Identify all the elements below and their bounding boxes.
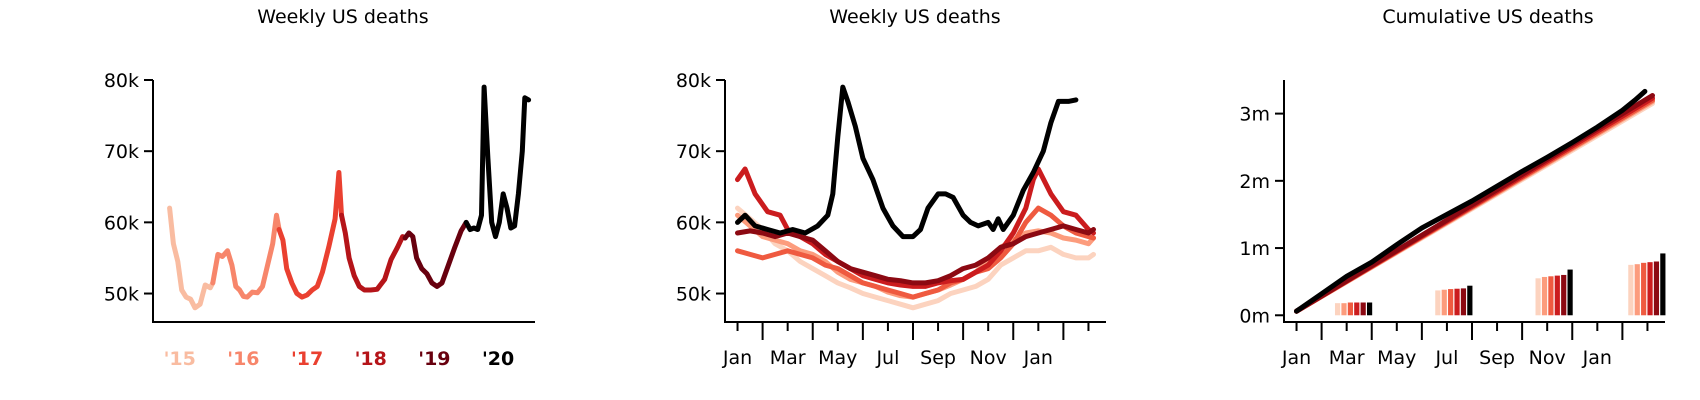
axes-frame — [724, 80, 1106, 323]
bar-16 — [1634, 264, 1640, 316]
x-tick-label: Jul — [875, 347, 899, 369]
year-label: '19 — [418, 348, 450, 370]
x-tick-label: Sep — [1479, 347, 1515, 369]
bar-18 — [1647, 262, 1653, 316]
bar-17 — [1347, 302, 1353, 316]
bar-17 — [1548, 276, 1554, 316]
y-tick-label: 60k — [676, 212, 711, 234]
x-tick-label: Sep — [920, 347, 956, 369]
y-tick-label: 70k — [676, 141, 711, 163]
x-tick-label: Nov — [1529, 347, 1566, 369]
chart-title: Cumulative US deaths — [1382, 6, 1593, 28]
y-tick-label: 1m — [1239, 238, 1270, 260]
bar-15 — [1334, 303, 1341, 316]
bar-16 — [1541, 276, 1548, 316]
series-line-15 — [167, 205, 216, 311]
x-tick-label: May — [1377, 347, 1416, 369]
bar-groups — [1334, 253, 1666, 316]
y-tick-label: 0m — [1239, 305, 1270, 327]
y-axis: 50k 60k 70k 80k — [104, 70, 153, 306]
y-tick-label: 70k — [104, 141, 139, 163]
x-axis-year-labels: '15 '16 '17 '18 '19 '20 — [164, 348, 515, 370]
bar-20 — [1660, 253, 1666, 316]
x-tick-label: Jul — [1434, 347, 1458, 369]
axes-frame — [152, 80, 535, 323]
bar-18 — [1454, 288, 1460, 316]
x-tick-label: Jan — [1023, 347, 1053, 369]
x-tick-label: Jan — [1281, 347, 1311, 369]
bar-18 — [1354, 302, 1360, 316]
series-line-19 — [402, 219, 469, 289]
bar-16 — [1441, 289, 1447, 316]
bar-20 — [1567, 269, 1573, 316]
series-line-19 — [735, 223, 1096, 286]
x-tick-label: Jan — [1582, 347, 1612, 369]
bar-20 — [1366, 302, 1373, 316]
y-tick-label: 2m — [1239, 171, 1270, 193]
year-label: '16 — [227, 348, 259, 370]
y-tick-label: 60k — [104, 212, 139, 234]
axes-frame — [1283, 80, 1665, 323]
series-line-16 — [210, 212, 282, 300]
series-group — [167, 84, 532, 311]
x-tick-label: Mar — [1329, 347, 1365, 369]
series-line-18 — [339, 212, 408, 293]
series-group — [735, 84, 1096, 311]
bar-16 — [1341, 303, 1347, 316]
x-tick-label: May — [818, 347, 857, 369]
bar-18 — [1554, 275, 1560, 316]
x-tick-label: Mar — [770, 347, 806, 369]
bar-19 — [1360, 302, 1366, 316]
year-label: '15 — [164, 348, 196, 370]
series-line-20 — [1294, 88, 1648, 314]
series-line-20 — [735, 84, 1079, 240]
bar-15 — [1535, 278, 1541, 316]
y-tick-label: 80k — [104, 70, 139, 92]
x-tick-label: Jan — [722, 347, 752, 369]
chart-title: Weekly US deaths — [829, 6, 1000, 28]
bar-15 — [1435, 290, 1441, 316]
y-tick-label: 50k — [676, 284, 711, 306]
x-tick-label: Nov — [970, 347, 1007, 369]
year-label: '17 — [291, 348, 323, 370]
y-tick-label: 50k — [104, 284, 139, 306]
bar-19 — [1460, 288, 1467, 316]
x-axis: Jan Mar May Jul Sep Nov Jan — [1281, 322, 1649, 369]
series-line-20 — [463, 84, 532, 240]
y-tick-label: 80k — [676, 70, 711, 92]
year-label: '20 — [482, 348, 514, 370]
series-line-17 — [735, 205, 1096, 300]
year-label: '18 — [355, 348, 387, 370]
series-line-15 — [735, 205, 1096, 311]
series-line-17 — [276, 170, 344, 300]
bar-17 — [1641, 262, 1647, 316]
bar-17 — [1448, 289, 1454, 316]
y-axis: 50k 60k 70k 80k — [676, 70, 725, 306]
y-axis: 0m 1m 2m 3m — [1239, 104, 1284, 327]
x-axis: Jan Mar May Jul Sep Nov Jan — [722, 322, 1090, 369]
y-tick-label: 3m — [1239, 104, 1270, 126]
bar-19 — [1561, 274, 1567, 316]
series-group — [1294, 88, 1655, 314]
chart-title: Weekly US deaths — [257, 6, 428, 28]
bar-15 — [1628, 264, 1634, 316]
bar-19 — [1653, 261, 1660, 316]
bar-20 — [1467, 285, 1473, 316]
